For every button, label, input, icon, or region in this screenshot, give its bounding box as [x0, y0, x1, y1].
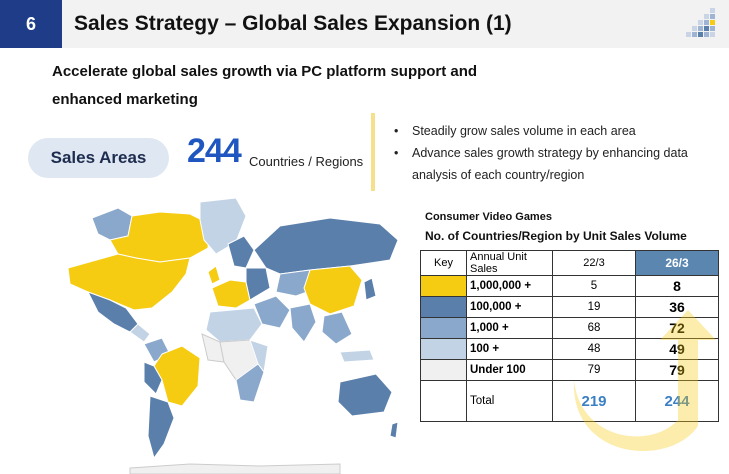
map-region-china [303, 265, 363, 315]
slide-subtitle: Accelerate global sales growth via PC pl… [52, 58, 552, 114]
bullet-item: Advance sales growth strategy by enhanci… [394, 142, 724, 186]
range-cell: 1,000 + [466, 317, 553, 339]
table-row: 100 + 48 49 [420, 338, 719, 360]
value-22-3: 68 [552, 317, 636, 339]
value-22-3: 19 [552, 296, 636, 318]
range-cell: Under 100 [466, 359, 553, 381]
value-22-3: 5 [552, 275, 636, 297]
table-row: 1,000 + 68 72 [420, 317, 719, 339]
map-region-brazil [153, 345, 201, 407]
map-region-uk [207, 265, 221, 285]
page-title: Sales Strategy – Global Sales Expansion … [74, 12, 512, 35]
subtitle-line-1: Accelerate global sales growth via PC pl… [52, 63, 478, 80]
map-region-southeast-asia [321, 311, 353, 345]
value-22-3: 48 [552, 338, 636, 360]
countries-unit-label: Countries / Regions [249, 154, 364, 169]
map-region-western-europe [211, 279, 251, 309]
map-region-north-africa [205, 307, 263, 343]
countries-count: 244 [187, 132, 242, 170]
bullet-item: Steadily grow sales volume in each area [394, 120, 724, 142]
key-swatch [420, 359, 467, 381]
table-row: 100,000 + 19 36 [420, 296, 719, 318]
world-sales-map [67, 197, 399, 474]
map-region-peru [143, 361, 163, 395]
value-26-3: 36 [635, 296, 719, 318]
key-swatch [420, 338, 467, 360]
strategy-bullets: Steadily grow sales volume in each area … [394, 120, 724, 186]
range-cell: 100 + [466, 338, 553, 360]
header-26-3: 26/3 [635, 250, 719, 276]
map-region-alaska [91, 207, 133, 241]
value-26-3: 72 [635, 317, 719, 339]
value-26-3: 8 [635, 275, 719, 297]
divider-bar [371, 113, 375, 191]
map-region-greenland [199, 197, 247, 255]
map-region-central-america [129, 323, 151, 343]
map-region-russia [253, 217, 399, 275]
page-number: 6 [0, 0, 62, 48]
range-cell: 1,000,000 + [466, 275, 553, 297]
total-22-3: 219 [552, 380, 636, 422]
total-key-blank [420, 380, 467, 422]
sales-areas-pill: Sales Areas [28, 138, 169, 178]
map-region-australia [337, 373, 393, 417]
map-region-usa [67, 253, 191, 311]
value-22-3: 79 [552, 359, 636, 381]
map-region-japan-korea [363, 277, 377, 301]
map-region-antarctica [129, 463, 341, 474]
total-label: Total [466, 380, 553, 422]
key-swatch [420, 275, 467, 297]
header-key: Key [420, 250, 467, 276]
key-swatch [420, 317, 467, 339]
table-caption-title: No. of Countries/Region by Unit Sales Vo… [425, 229, 687, 243]
table-header-row: Key Annual Unit Sales 22/3 26/3 [420, 250, 719, 276]
map-region-argentina-chile [147, 395, 175, 460]
range-cell: 100,000 + [466, 296, 553, 318]
total-26-3: 244 [635, 380, 719, 422]
key-swatch [420, 296, 467, 318]
map-region-new-zealand [389, 421, 399, 439]
header-annual-unit-sales: Annual Unit Sales [466, 250, 553, 276]
table-row: Under 100 79 79 [420, 359, 719, 381]
map-region-indonesia [339, 349, 375, 363]
value-26-3: 49 [635, 338, 719, 360]
map-region-scandinavia [227, 235, 255, 269]
grid-logo-icon [686, 8, 715, 37]
map-region-southern-africa [235, 363, 265, 403]
table-caption-category: Consumer Video Games [425, 211, 552, 223]
subtitle-line-2: enhanced marketing [52, 91, 198, 108]
sales-volume-table: Key Annual Unit Sales 22/3 26/3 1,000,00… [420, 250, 719, 422]
map-region-eastern-europe [245, 267, 271, 301]
map-region-india [289, 303, 317, 343]
header-22-3: 22/3 [552, 250, 636, 276]
table-total-row: Total 219 244 [420, 380, 719, 422]
value-26-3: 79 [635, 359, 719, 381]
slide-header: 6 Sales Strategy – Global Sales Expansio… [0, 0, 729, 48]
table-row: 1,000,000 + 5 8 [420, 275, 719, 297]
